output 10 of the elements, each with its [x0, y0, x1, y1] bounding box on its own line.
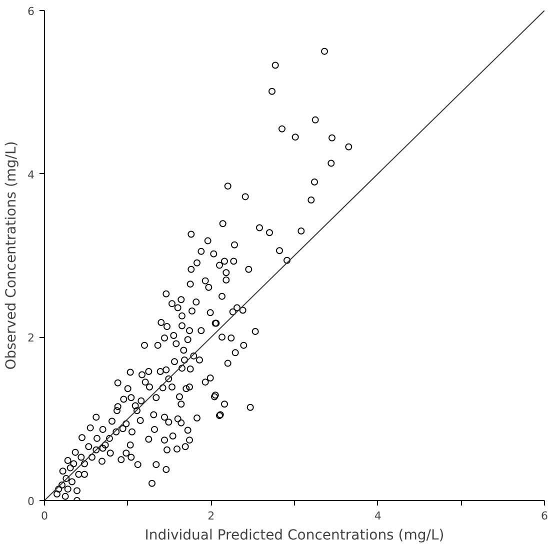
y-tick-label: 0 [28, 495, 34, 508]
y-tick-label: 4 [28, 168, 34, 182]
x-tick-label: 6 [541, 510, 548, 522]
y-tick-label: 2 [28, 332, 34, 345]
x-tick-label: 0 [41, 510, 48, 522]
y-axis-title: Observed Concentrations (mg/L) [4, 141, 20, 370]
x-tick-label: 2 [208, 510, 215, 522]
x-tick-label: 4 [374, 510, 382, 522]
x-axis-title: Individual Predicted Concentrations (mg/L) [144, 528, 444, 544]
y-tick-label: 6 [28, 5, 34, 18]
